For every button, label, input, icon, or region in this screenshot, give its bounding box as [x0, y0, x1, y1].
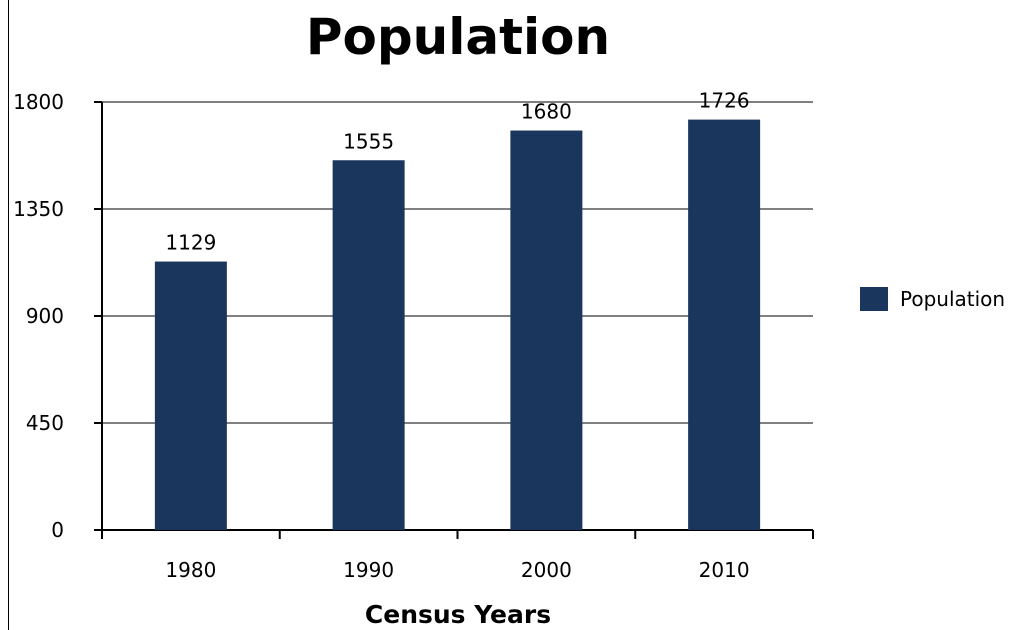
chart-title: Population — [305, 8, 611, 66]
x-tick-label: 2000 — [521, 558, 572, 582]
bar-value-label: 1129 — [165, 231, 216, 255]
x-tick-label: 2010 — [699, 558, 750, 582]
legend-swatch — [860, 287, 888, 311]
y-tick-label: 1350 — [13, 197, 64, 221]
x-tick-label: 1980 — [165, 558, 216, 582]
bar-value-label: 1680 — [521, 100, 572, 124]
bar — [688, 119, 761, 531]
bar-value-label: 1555 — [343, 129, 394, 153]
bar-value-label: 1726 — [699, 89, 750, 113]
legend: Population — [860, 287, 1005, 311]
x-axis-title: Census Years — [364, 600, 552, 629]
legend-label: Population — [900, 287, 1006, 311]
bar — [154, 261, 227, 530]
y-tick-label: 900 — [26, 304, 64, 328]
bar — [510, 130, 583, 531]
left-border-line — [8, 0, 9, 630]
y-tick-label: 0 — [51, 518, 64, 542]
x-tick-label: 1990 — [343, 558, 394, 582]
y-tick-label: 1800 — [13, 90, 64, 114]
bar — [332, 160, 405, 530]
y-tick-label: 450 — [26, 411, 64, 435]
